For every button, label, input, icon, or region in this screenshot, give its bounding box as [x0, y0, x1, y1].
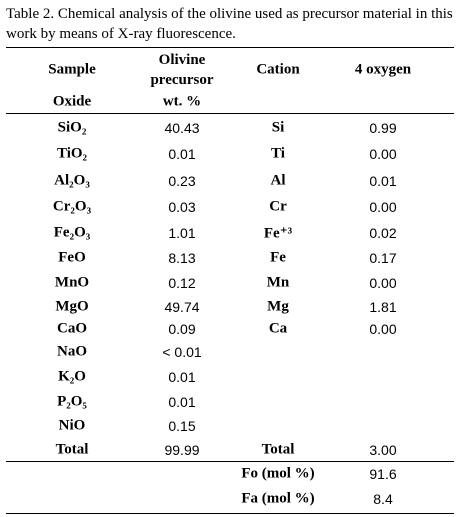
- table-cell: 99.99: [164, 442, 200, 458]
- table-cell: Cr₂O₃: [52, 198, 92, 215]
- table-cell: 0.01: [168, 146, 196, 162]
- rule: [6, 461, 454, 462]
- table-cell: 1.01: [168, 225, 196, 241]
- table-cell: 0.01: [168, 369, 196, 385]
- table-cell: Ca: [268, 320, 288, 337]
- rule: [6, 513, 454, 514]
- table-cell: FeO: [58, 249, 86, 266]
- header-cell: Olivine precursor: [150, 52, 214, 88]
- table-cell: NiO: [58, 417, 86, 434]
- table-cell: 0.99: [369, 120, 397, 136]
- table-cell: Fe⁺³: [263, 225, 293, 242]
- table-cell: Total: [261, 441, 295, 458]
- table-cell: 8.13: [168, 250, 196, 266]
- table-cell: Ti: [271, 145, 285, 162]
- rule: [6, 47, 454, 48]
- table-caption: Table 2. Chemical analysis of the olivin…: [6, 6, 453, 42]
- table-cell: TiO₂: [56, 145, 88, 162]
- table-cell: 8.4: [373, 491, 393, 507]
- table-cell: CaO: [57, 320, 87, 337]
- table-cell: 0.01: [168, 394, 196, 410]
- rule: [6, 113, 454, 114]
- table-cell: Fa (mol %): [241, 490, 315, 507]
- table-cell: < 0.01: [162, 344, 202, 360]
- table-cell: 0.17: [369, 250, 397, 266]
- header-cell: Sample: [48, 61, 96, 78]
- table-cell: 0.23: [168, 173, 196, 189]
- table-cell: MgO: [55, 298, 89, 315]
- header-cell: 4 oxygen: [354, 61, 412, 78]
- table-cell: Mn: [266, 274, 290, 291]
- header-cell: Cation: [256, 61, 300, 78]
- table-cell: Al: [270, 172, 286, 189]
- table-cell: SiO₂: [57, 119, 87, 136]
- table-cell: 0.15: [168, 418, 196, 434]
- table-cell: 0.00: [369, 321, 397, 337]
- table-cell: 0.00: [369, 275, 397, 291]
- table-cell: 49.74: [164, 299, 200, 315]
- table-cell: 0.09: [168, 321, 196, 337]
- table-cell: Al₂O₃: [54, 172, 90, 189]
- table-cell: 91.6: [369, 466, 397, 482]
- table-cell: Si: [271, 119, 285, 136]
- table-cell: Mg: [267, 298, 289, 315]
- table-cell: Fe₂O₃: [53, 224, 91, 241]
- table-cell: Fe: [270, 249, 286, 266]
- table-cell: 3.00: [369, 442, 397, 458]
- table-cell: Total: [55, 441, 89, 458]
- header-cell: wt. %: [162, 93, 202, 110]
- table-cell: 1.81: [369, 299, 397, 315]
- table-cell: P₂O₅: [57, 393, 87, 410]
- table-cell: 0.00: [369, 146, 397, 162]
- table-cell: K₂O: [58, 368, 86, 385]
- table-cell: 0.02: [369, 225, 397, 241]
- table-cell: Cr: [269, 198, 287, 215]
- table-cell: 0.00: [369, 199, 397, 215]
- header-cell: Oxide: [52, 93, 92, 110]
- table-cell: Fo (mol %): [241, 465, 315, 482]
- table-cell: 0.01: [369, 173, 397, 189]
- table-cell: MnO: [54, 274, 90, 291]
- table-cell: 0.12: [168, 275, 196, 291]
- table-cell: 0.03: [168, 199, 196, 215]
- table-cell: 40.43: [164, 120, 200, 136]
- table-cell: NaO: [57, 343, 87, 360]
